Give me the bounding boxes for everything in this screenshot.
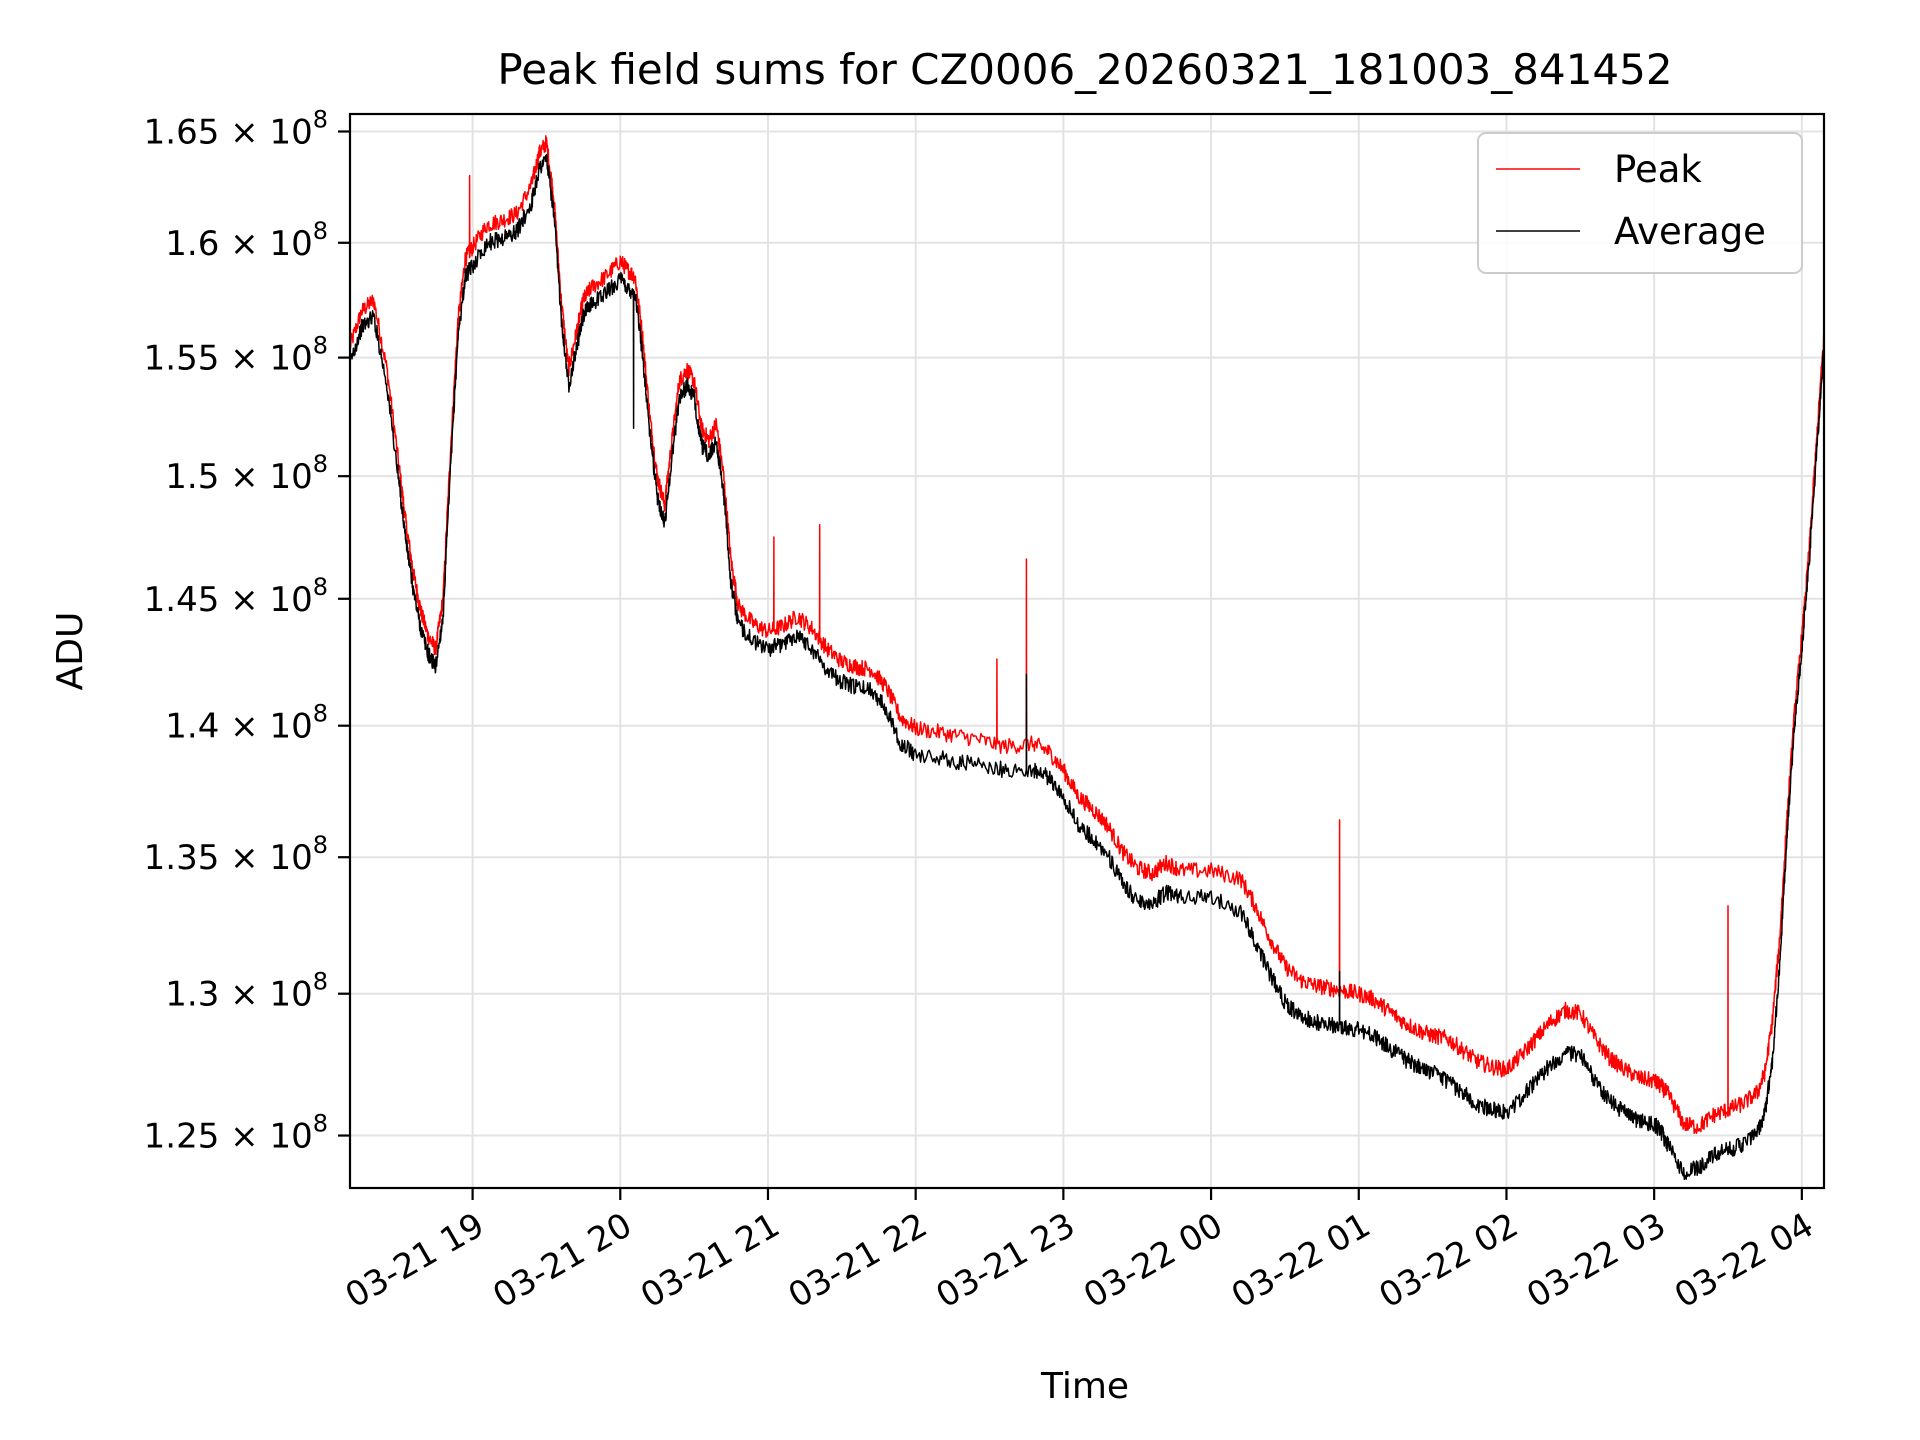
y-tick-mantissa: 1.55 bbox=[144, 339, 220, 379]
y-tick-mantissa: 1.3 bbox=[165, 975, 219, 1015]
y-tick-label: 1.65 × 108 bbox=[144, 105, 328, 152]
y-tick-label: 1.3 × 108 bbox=[165, 968, 328, 1015]
y-tick-exponent: 8 bbox=[313, 217, 328, 245]
y-tick-times: × bbox=[219, 975, 269, 1015]
y-tick-exponent: 8 bbox=[313, 968, 328, 996]
y-tick-label: 1.55 × 108 bbox=[144, 332, 328, 379]
y-tick-times: × bbox=[219, 1117, 269, 1157]
y-tick-label: 1.45 × 108 bbox=[144, 573, 328, 620]
y-tick-mantissa: 1.5 bbox=[165, 457, 219, 497]
y-tick-exponent: 8 bbox=[313, 573, 328, 601]
y-tick-base: 10 bbox=[269, 975, 312, 1015]
y-tick-exponent: 8 bbox=[313, 831, 328, 859]
y-tick-times: × bbox=[219, 224, 269, 264]
y-tick-base: 10 bbox=[269, 707, 312, 747]
plot-area bbox=[350, 135, 1824, 1181]
y-tick-exponent: 8 bbox=[313, 450, 328, 478]
y-tick-times: × bbox=[219, 580, 269, 620]
y-tick-times: × bbox=[219, 112, 269, 152]
y-tick-mantissa: 1.6 bbox=[165, 224, 219, 264]
y-tick-mantissa: 1.4 bbox=[165, 707, 219, 747]
y-axis-label: ADU bbox=[50, 612, 91, 691]
y-tick-times: × bbox=[219, 707, 269, 747]
y-tick-base: 10 bbox=[269, 112, 312, 152]
y-tick-label: 1.5 × 108 bbox=[165, 450, 328, 497]
y-tick-exponent: 8 bbox=[313, 105, 328, 133]
series-line-average bbox=[350, 153, 1824, 1181]
y-tick-mantissa: 1.45 bbox=[144, 580, 220, 620]
y-tick-label: 1.4 × 108 bbox=[165, 700, 328, 747]
series-line-peak bbox=[350, 135, 1824, 1135]
y-tick-base: 10 bbox=[269, 224, 312, 264]
y-tick-label: 1.6 × 108 bbox=[165, 217, 328, 264]
y-tick-exponent: 8 bbox=[313, 700, 328, 728]
y-tick-times: × bbox=[219, 457, 269, 497]
y-tick-exponent: 8 bbox=[313, 332, 328, 360]
y-tick-label: 1.35 × 108 bbox=[144, 831, 328, 878]
legend-label-peak: Peak bbox=[1614, 148, 1702, 191]
chart-title: Peak field sums for CZ0006_20260321_1810… bbox=[497, 45, 1672, 94]
plot-frame bbox=[348, 112, 1826, 1190]
y-tick-base: 10 bbox=[269, 838, 312, 878]
series-layer bbox=[350, 135, 1824, 1181]
y-tick-mantissa: 1.65 bbox=[144, 112, 220, 152]
y-tick-mantissa: 1.35 bbox=[144, 838, 220, 878]
y-tick-mantissa: 1.25 bbox=[144, 1117, 220, 1157]
y-tick-base: 10 bbox=[269, 457, 312, 497]
legend-box bbox=[1477, 132, 1803, 274]
x-axis-label: Time bbox=[1040, 1366, 1129, 1407]
y-tick-base: 10 bbox=[269, 580, 312, 620]
y-tick-times: × bbox=[219, 339, 269, 379]
y-tick-base: 10 bbox=[269, 1117, 312, 1157]
y-tick-label: 1.25 × 108 bbox=[144, 1110, 328, 1157]
legend: Peak Average bbox=[1477, 132, 1803, 274]
y-tick-base: 10 bbox=[269, 339, 312, 379]
y-tick-exponent: 8 bbox=[313, 1110, 328, 1138]
legend-label-average: Average bbox=[1614, 210, 1766, 253]
y-tick-times: × bbox=[219, 838, 269, 878]
